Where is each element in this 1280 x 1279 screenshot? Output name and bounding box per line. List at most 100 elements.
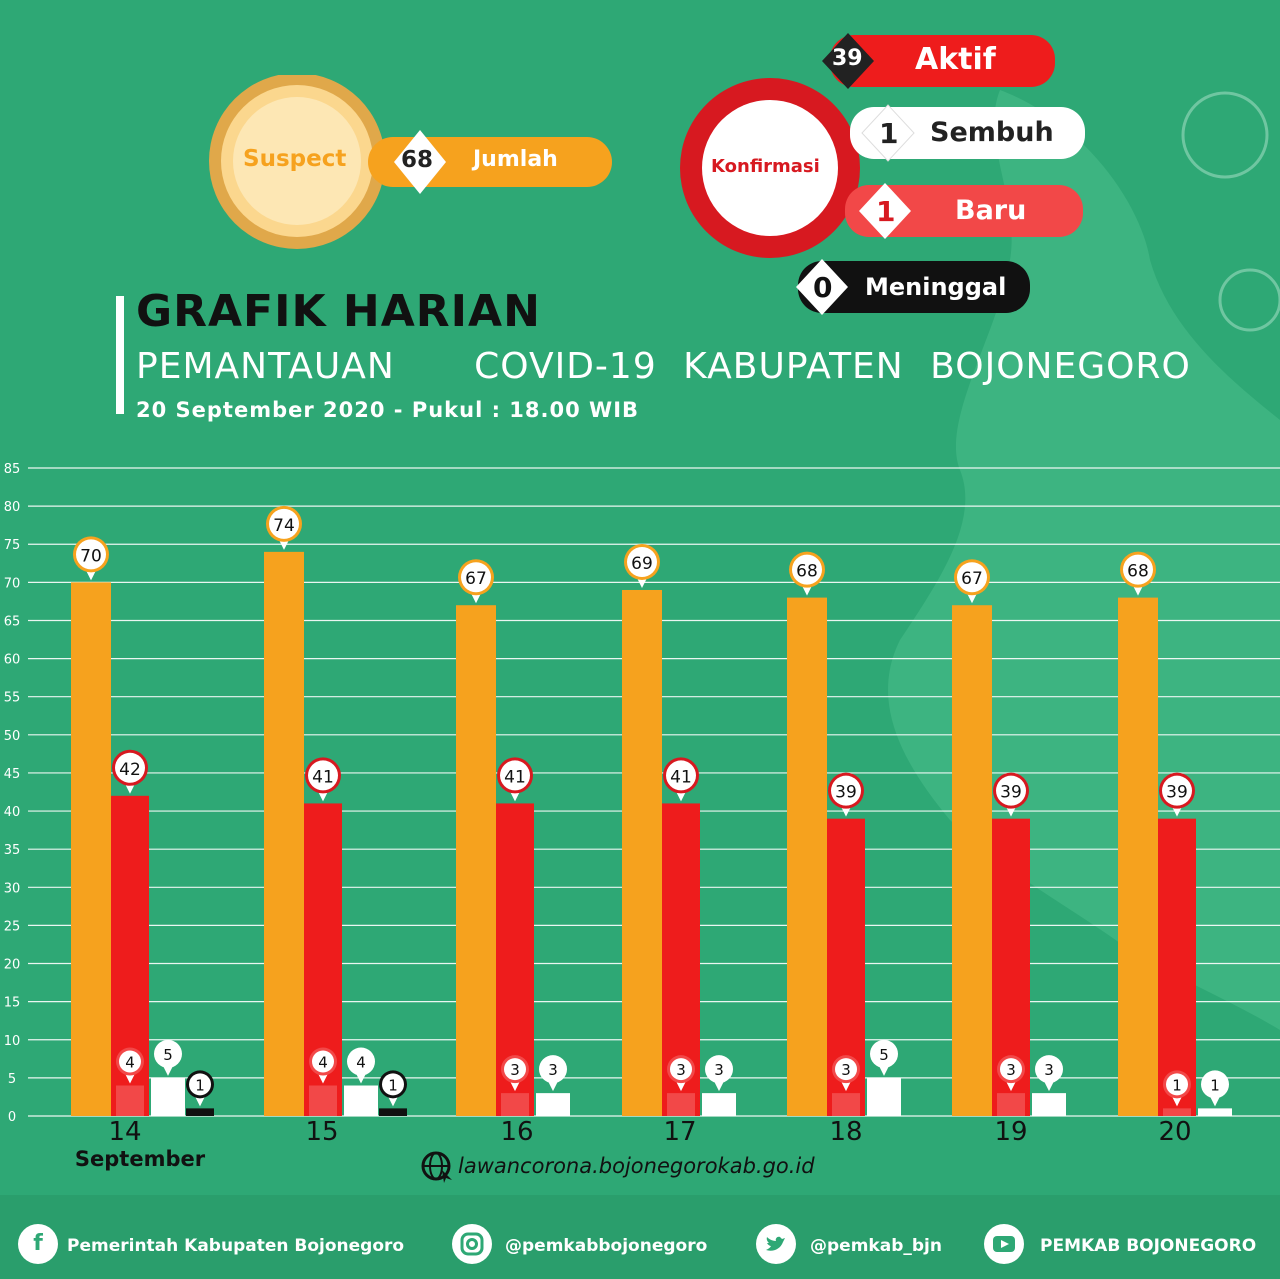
instagram-icon[interactable] xyxy=(452,1224,492,1264)
sembuh-label: Sembuh xyxy=(930,117,1054,148)
page-title: GRAFIK HARIAN xyxy=(136,286,541,337)
pin-inner xyxy=(873,1042,895,1065)
y-tick-label: 75 xyxy=(4,538,21,553)
footer-youtube-text[interactable]: PEMKAB BOJONEGORO xyxy=(1040,1236,1257,1256)
aktif-data-label: 42 xyxy=(119,760,141,780)
x-tick-label: 17 xyxy=(663,1117,696,1147)
title-accent-bar xyxy=(116,296,124,414)
meninggal-bar xyxy=(186,1108,214,1116)
pin-inner xyxy=(835,1058,857,1081)
baru-data-label: 3 xyxy=(1006,1061,1016,1079)
pin-inner xyxy=(312,1050,334,1073)
pin-inner xyxy=(504,1058,526,1081)
sembuh-data-label: 5 xyxy=(163,1046,173,1064)
pin-inner xyxy=(1204,1073,1226,1096)
x-tick-label: 20 xyxy=(1158,1117,1191,1147)
globe-icon xyxy=(421,1151,452,1183)
baru-value: 1 xyxy=(876,195,896,228)
youtube-icon[interactable] xyxy=(984,1224,1024,1264)
pin-inner xyxy=(831,775,861,806)
meninggal-bar xyxy=(379,1108,407,1116)
y-tick-label: 30 xyxy=(4,881,21,896)
baru-data-label: 4 xyxy=(125,1054,135,1072)
pin-inner xyxy=(627,546,657,577)
pin-inner xyxy=(461,562,491,593)
page-date: 20 September 2020 - Pukul : 18.00 WIB xyxy=(136,398,640,422)
pin-inner xyxy=(76,539,106,570)
x-tick-label: 18 xyxy=(829,1117,862,1147)
x-tick-label: 19 xyxy=(994,1117,1027,1147)
sembuh-data-label: 1 xyxy=(1210,1076,1220,1094)
pin-inner xyxy=(792,554,822,585)
suspect-bar xyxy=(456,605,496,1116)
meninggal-data-label: 1 xyxy=(195,1076,205,1094)
suspect-bar xyxy=(1118,597,1158,1116)
baru-bar xyxy=(832,1093,860,1116)
pin-inner xyxy=(308,760,338,791)
y-tick-label: 80 xyxy=(4,500,21,515)
pin-inner xyxy=(189,1073,211,1096)
baru-bar xyxy=(116,1085,144,1116)
aktif-value: 39 xyxy=(832,46,863,71)
suspect-data-label: 69 xyxy=(631,554,653,574)
sembuh-bar xyxy=(1198,1108,1232,1116)
baru-bar xyxy=(501,1093,529,1116)
y-tick-label: 5 xyxy=(8,1072,16,1087)
pin-inner xyxy=(500,760,530,791)
footer-instagram-text[interactable]: @pemkabbojonegoro xyxy=(505,1236,708,1256)
y-tick-label: 50 xyxy=(4,729,21,744)
suspect-data-label: 68 xyxy=(796,562,818,582)
pin-inner xyxy=(350,1050,372,1073)
baru-data-label: 1 xyxy=(1172,1076,1182,1094)
pin-inner xyxy=(119,1050,141,1073)
facebook-icon[interactable]: f xyxy=(18,1224,58,1264)
suspect-label: Suspect xyxy=(243,146,347,172)
pin-inner xyxy=(157,1042,179,1065)
baru-data-label: 3 xyxy=(841,1061,851,1079)
aktif-data-label: 41 xyxy=(670,767,692,787)
suspect-data-label: 70 xyxy=(80,546,102,566)
y-tick-label: 70 xyxy=(4,576,21,591)
aktif-data-label: 39 xyxy=(835,783,857,803)
footer-twitter-text[interactable]: @pemkab_bjn xyxy=(810,1236,942,1256)
meninggal-data-label: 1 xyxy=(388,1076,398,1094)
baru-data-label: 4 xyxy=(318,1054,328,1072)
footer-facebook-text[interactable]: Pemerintah Kabupaten Bojonegoro xyxy=(67,1236,405,1256)
suspect-bar xyxy=(71,582,111,1116)
sembuh-data-label: 3 xyxy=(548,1061,558,1079)
y-tick-label: 65 xyxy=(4,614,21,629)
sembuh-bar xyxy=(151,1077,185,1116)
pin-inner xyxy=(269,508,299,539)
sembuh-bar xyxy=(702,1093,736,1116)
suspect-data-label: 74 xyxy=(273,516,295,536)
suspect-bar xyxy=(787,597,827,1116)
sembuh-value: 1 xyxy=(879,117,899,150)
baru-bar xyxy=(667,1093,695,1116)
pin-inner xyxy=(382,1073,404,1096)
suspect-value-label: Jumlah xyxy=(473,147,558,172)
sembuh-bar xyxy=(867,1077,901,1116)
twitter-icon[interactable] xyxy=(756,1224,796,1264)
x-tick-label: 16 xyxy=(500,1117,533,1147)
pin-inner xyxy=(115,752,145,783)
baru-data-label: 3 xyxy=(510,1061,520,1079)
pin-inner xyxy=(996,775,1026,806)
y-tick-label: 45 xyxy=(4,767,21,782)
konfirmasi-label: Konfirmasi xyxy=(711,156,820,177)
baru-bar xyxy=(309,1085,337,1116)
sembuh-data-label: 3 xyxy=(714,1061,724,1079)
pin-inner xyxy=(708,1058,730,1081)
website-text: lawancorona.bojonegorokab.go.id xyxy=(458,1154,815,1178)
aktif-data-label: 39 xyxy=(1000,783,1022,803)
konfirmasi-graphic xyxy=(680,33,1085,315)
sembuh-data-label: 3 xyxy=(1044,1061,1054,1079)
aktif-label: Aktif xyxy=(915,42,996,77)
meninggal-value: 0 xyxy=(813,271,833,304)
y-tick-label: 10 xyxy=(4,1034,21,1049)
pin-inner xyxy=(670,1058,692,1081)
sembuh-bar xyxy=(344,1085,378,1116)
pin-inner xyxy=(1162,775,1192,806)
x-tick-sublabel: September xyxy=(75,1147,206,1171)
aktif-data-label: 41 xyxy=(504,767,526,787)
y-tick-label: 20 xyxy=(4,958,21,973)
